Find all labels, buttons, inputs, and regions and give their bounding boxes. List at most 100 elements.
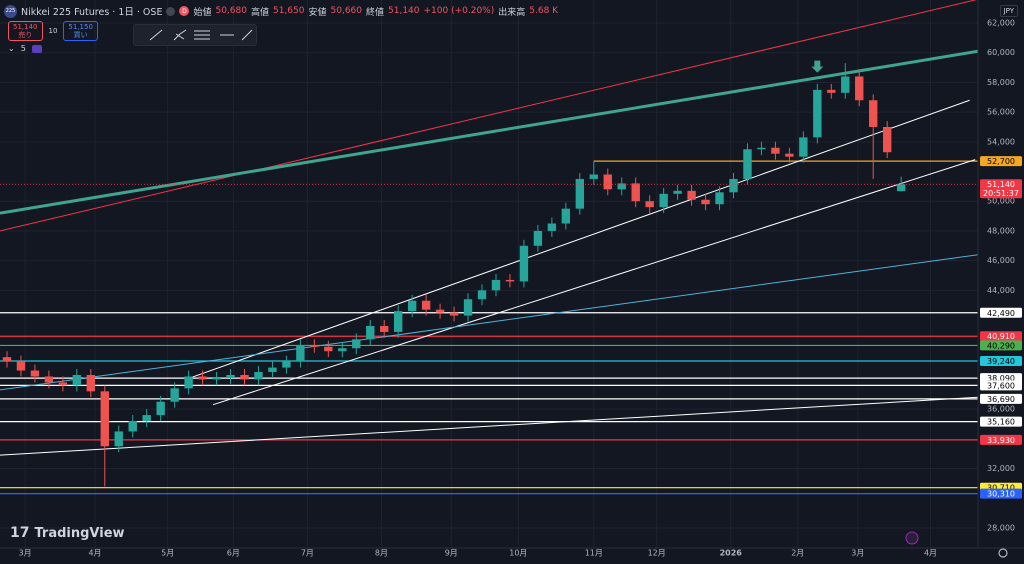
level-label-box	[980, 416, 1022, 427]
status-dot	[166, 6, 176, 16]
trade-panel: 51,140 売り 10 51,150 買い	[8, 21, 98, 41]
candle-body	[477, 290, 487, 300]
level-label: 35,160	[987, 418, 1015, 427]
replay-icon	[905, 531, 919, 545]
candle-body	[799, 137, 808, 157]
tool-trendline[interactable]	[149, 29, 163, 41]
x-tick-label: 10月	[509, 549, 527, 558]
level-label-box	[980, 434, 1022, 445]
trendline	[0, 49, 978, 215]
level-label: 30,710	[987, 484, 1015, 493]
x-tick-label: 5月	[161, 549, 174, 558]
candle-body	[310, 345, 319, 347]
candle-body	[519, 245, 529, 282]
candle-body	[715, 192, 724, 205]
y-tick-label: 46,000	[987, 256, 1015, 265]
quantity[interactable]: 10	[48, 27, 58, 35]
level-label: 30,310	[987, 490, 1015, 499]
tool-fib[interactable]	[173, 29, 187, 41]
badge: D	[179, 6, 190, 16]
volume-label: 出来高	[498, 7, 526, 18]
candle-body	[16, 361, 26, 371]
x-tick-label: 9月	[445, 549, 458, 558]
sell-button[interactable]: 51,140 売り	[8, 21, 43, 41]
tool-channel[interactable]	[194, 30, 210, 40]
buy-label: 買い	[73, 31, 88, 39]
trendline	[0, 254, 978, 391]
indicator-count: 5	[20, 44, 26, 53]
x-tick-label: 6月	[227, 549, 240, 558]
buy-button[interactable]: 51,150 買い	[63, 21, 98, 41]
x-tick-label: 2月	[791, 549, 804, 558]
candle-body	[254, 372, 263, 380]
x-tick-label: 3月	[851, 549, 864, 558]
candle-body	[58, 382, 68, 386]
ohlc-value: 51,140	[388, 6, 420, 16]
x-tick-label: 8月	[375, 549, 388, 558]
candle-body	[240, 374, 249, 380]
candle-body	[184, 376, 193, 389]
x-tick-label: 11月	[585, 549, 603, 558]
y-tick-label: 50,000	[987, 197, 1015, 206]
candle-body	[86, 374, 96, 392]
candle-body	[324, 346, 333, 352]
candle-body	[72, 374, 82, 386]
last-price-label: 51,140	[987, 180, 1015, 189]
candle-body	[882, 126, 892, 153]
y-tick-label: 36,000	[987, 405, 1015, 414]
y-tick-label: 54,000	[987, 137, 1015, 146]
candle-body	[366, 325, 375, 340]
trendline	[189, 99, 970, 379]
candle-body	[435, 309, 445, 313]
trendline	[212, 159, 976, 406]
candle-body	[407, 300, 417, 312]
candle-body	[659, 193, 668, 208]
candle-body	[114, 431, 123, 447]
candle-body	[44, 376, 54, 383]
y-tick-label: 48,000	[987, 226, 1015, 235]
ohlc-label: 始値	[193, 7, 212, 18]
buy-price: 51,150	[68, 23, 93, 31]
last-price-box	[980, 179, 1022, 199]
candle-body	[296, 345, 305, 362]
plot-area	[0, 0, 978, 548]
level-label-box	[980, 356, 1022, 367]
level-label-box	[980, 380, 1022, 391]
candle-body	[226, 374, 235, 378]
candle-body	[771, 147, 780, 154]
candle-body	[855, 76, 864, 101]
indicator-icon	[31, 44, 42, 53]
y-tick-label: 56,000	[987, 108, 1015, 117]
candle-body	[869, 100, 878, 127]
logo-mark: 17	[10, 525, 30, 541]
tool-ray[interactable]	[241, 29, 253, 41]
candle-body	[393, 311, 403, 332]
sell-price: 51,140	[13, 23, 38, 31]
candle-body	[156, 401, 165, 416]
candle-body	[827, 89, 836, 93]
level-label-box	[980, 393, 1022, 404]
toolbar-icons	[149, 29, 253, 41]
ohlc-value: 50,660	[330, 6, 363, 16]
ohlc-label: 終値	[366, 7, 385, 18]
candle-body	[813, 89, 822, 138]
level-label-box	[980, 340, 1022, 351]
candle-body	[128, 421, 137, 432]
x-tick-label: 4月	[924, 549, 937, 558]
candle-body	[449, 312, 459, 316]
level-label: 39,240	[987, 357, 1015, 366]
candle-body	[352, 339, 361, 349]
ohlc-label: 安値	[308, 7, 327, 18]
level-label-box	[980, 331, 1022, 342]
change: +100 (+0.20%)	[423, 6, 495, 16]
indicators[interactable]: ⌄ 5	[8, 44, 42, 53]
candle-body	[785, 153, 794, 157]
currency[interactable]: JPY	[999, 5, 1018, 17]
level-label: 40,290	[987, 341, 1015, 350]
marker-arrow	[811, 60, 824, 73]
y-tick-label: 32,000	[987, 464, 1015, 473]
symbol-name[interactable]: Nikkei 225 Futures · 1日 · OSE	[21, 7, 163, 18]
candle-body	[100, 391, 109, 447]
symbol-icon: 225	[4, 4, 17, 18]
candle-body	[896, 184, 906, 192]
